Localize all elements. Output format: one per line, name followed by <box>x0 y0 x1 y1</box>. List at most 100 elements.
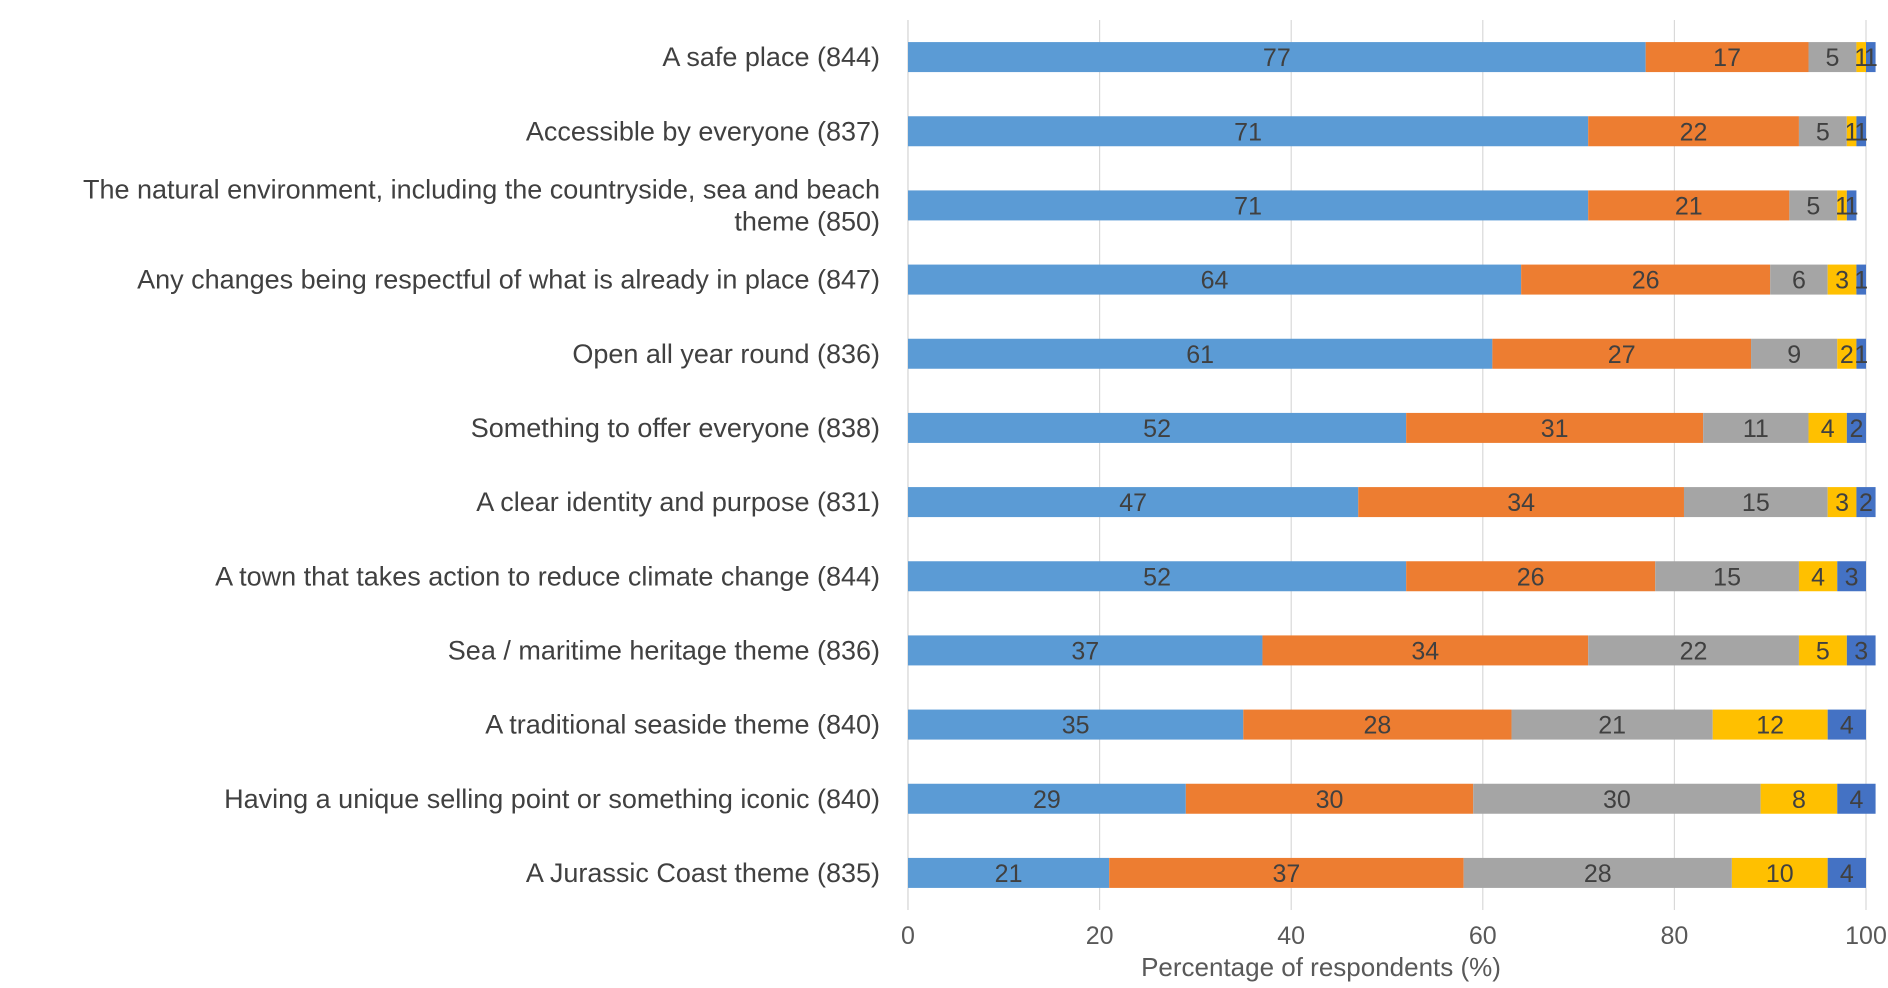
bar-segment <box>1846 412 1866 443</box>
category-label: Any changes being respectful of what is … <box>137 265 880 295</box>
data-label: 1 <box>1835 192 1849 220</box>
category-label: Something to offer everyone (838) <box>471 413 880 443</box>
data-label: 28 <box>1584 860 1612 888</box>
bar-segment <box>1770 264 1828 295</box>
data-label: 1 <box>1845 118 1859 146</box>
bar-segment <box>1473 783 1761 814</box>
bar-segment <box>1856 338 1866 369</box>
bar-segment <box>1846 116 1857 147</box>
x-axis-title: Percentage of respondents (%) <box>1141 952 1501 982</box>
data-label: 34 <box>1507 489 1535 517</box>
bar-segment <box>1798 561 1838 592</box>
category-label: A clear identity and purpose (831) <box>476 487 880 517</box>
data-label: 1 <box>1845 192 1859 220</box>
data-label: 12 <box>1756 712 1784 740</box>
bar-segment <box>1760 783 1838 814</box>
bar-segment <box>1798 116 1847 147</box>
data-label: 1 <box>1854 341 1868 369</box>
data-label: 3 <box>1835 489 1849 517</box>
bar-segment <box>1837 783 1876 814</box>
bar-segment <box>1827 264 1857 295</box>
bar-segment <box>908 338 1493 369</box>
bar-segment <box>1655 561 1799 592</box>
bar-segment <box>1588 116 1799 147</box>
data-label: 1 <box>1854 44 1868 72</box>
data-label: 71 <box>1234 118 1262 146</box>
bar-segment <box>1846 635 1876 666</box>
data-label: 22 <box>1680 637 1708 665</box>
bar-segment <box>1492 338 1752 369</box>
data-label: 3 <box>1835 267 1849 295</box>
x-tick-label: 100 <box>1845 922 1887 950</box>
data-label: 3 <box>1845 563 1859 591</box>
bar-segment <box>1358 487 1684 518</box>
data-label: 37 <box>1071 637 1099 665</box>
bar-segment <box>908 857 1110 888</box>
bar-segment <box>1856 42 1866 73</box>
data-label: 21 <box>995 860 1023 888</box>
data-label: 47 <box>1119 489 1147 517</box>
bar-segment <box>1827 487 1857 518</box>
data-label: 35 <box>1062 712 1090 740</box>
data-label: 10 <box>1766 860 1794 888</box>
data-label: 30 <box>1316 786 1344 814</box>
category-label: Open all year round (836) <box>572 339 880 369</box>
data-label: 27 <box>1608 341 1636 369</box>
bar-segment <box>1712 709 1828 740</box>
bar-segment <box>908 42 1646 73</box>
data-label: 17 <box>1713 44 1741 72</box>
bar-segment <box>1703 412 1809 443</box>
bar-segment <box>1109 857 1464 888</box>
bar-segment <box>908 709 1244 740</box>
bar-segment <box>908 561 1407 592</box>
data-label: 21 <box>1598 712 1626 740</box>
data-label: 1 <box>1854 267 1868 295</box>
data-label: 1 <box>1864 44 1878 72</box>
x-tick-label: 80 <box>1660 922 1688 950</box>
data-label: 77 <box>1263 44 1291 72</box>
bar-segment <box>1846 190 1857 221</box>
data-label: 15 <box>1713 563 1741 591</box>
data-label: 21 <box>1675 192 1703 220</box>
bar-segment <box>908 635 1263 666</box>
data-label: 4 <box>1840 712 1854 740</box>
bar-segment <box>908 190 1589 221</box>
category-label: A Jurassic Coast theme (835) <box>526 858 880 888</box>
data-label: 15 <box>1742 489 1770 517</box>
bar-segment <box>1406 561 1656 592</box>
bar-segment <box>1731 857 1828 888</box>
data-label: 5 <box>1816 118 1830 146</box>
data-label: 31 <box>1541 415 1569 443</box>
data-label: 26 <box>1517 563 1545 591</box>
bar-segment <box>1856 116 1866 147</box>
bar-segment <box>1406 412 1704 443</box>
bar-segment <box>1837 561 1866 592</box>
bar-segment <box>1463 857 1732 888</box>
bar-segment <box>908 116 1589 147</box>
bar-segment <box>1521 264 1771 295</box>
data-label: 26 <box>1632 267 1660 295</box>
data-label: 52 <box>1143 563 1171 591</box>
bar-segment <box>1798 635 1847 666</box>
bar-segment <box>1866 42 1876 73</box>
category-label: The natural environment, including the c… <box>83 174 880 236</box>
bar-segment <box>1789 190 1838 221</box>
category-label: A traditional seaside theme (840) <box>485 710 880 740</box>
data-label: 30 <box>1603 786 1631 814</box>
data-label: 11 <box>1743 415 1769 443</box>
data-label: 52 <box>1143 415 1171 443</box>
bars <box>908 42 1876 888</box>
data-label: 37 <box>1273 860 1301 888</box>
bar-segment <box>1856 487 1876 518</box>
data-label: 6 <box>1792 267 1806 295</box>
data-label: 2 <box>1859 489 1873 517</box>
bar-segment <box>1837 338 1857 369</box>
bar-segment <box>908 487 1359 518</box>
data-label: 8 <box>1792 786 1806 814</box>
data-label: 5 <box>1826 44 1840 72</box>
bar-segment <box>1837 190 1847 221</box>
bar-segment <box>1243 709 1512 740</box>
gridlines <box>907 20 1867 910</box>
